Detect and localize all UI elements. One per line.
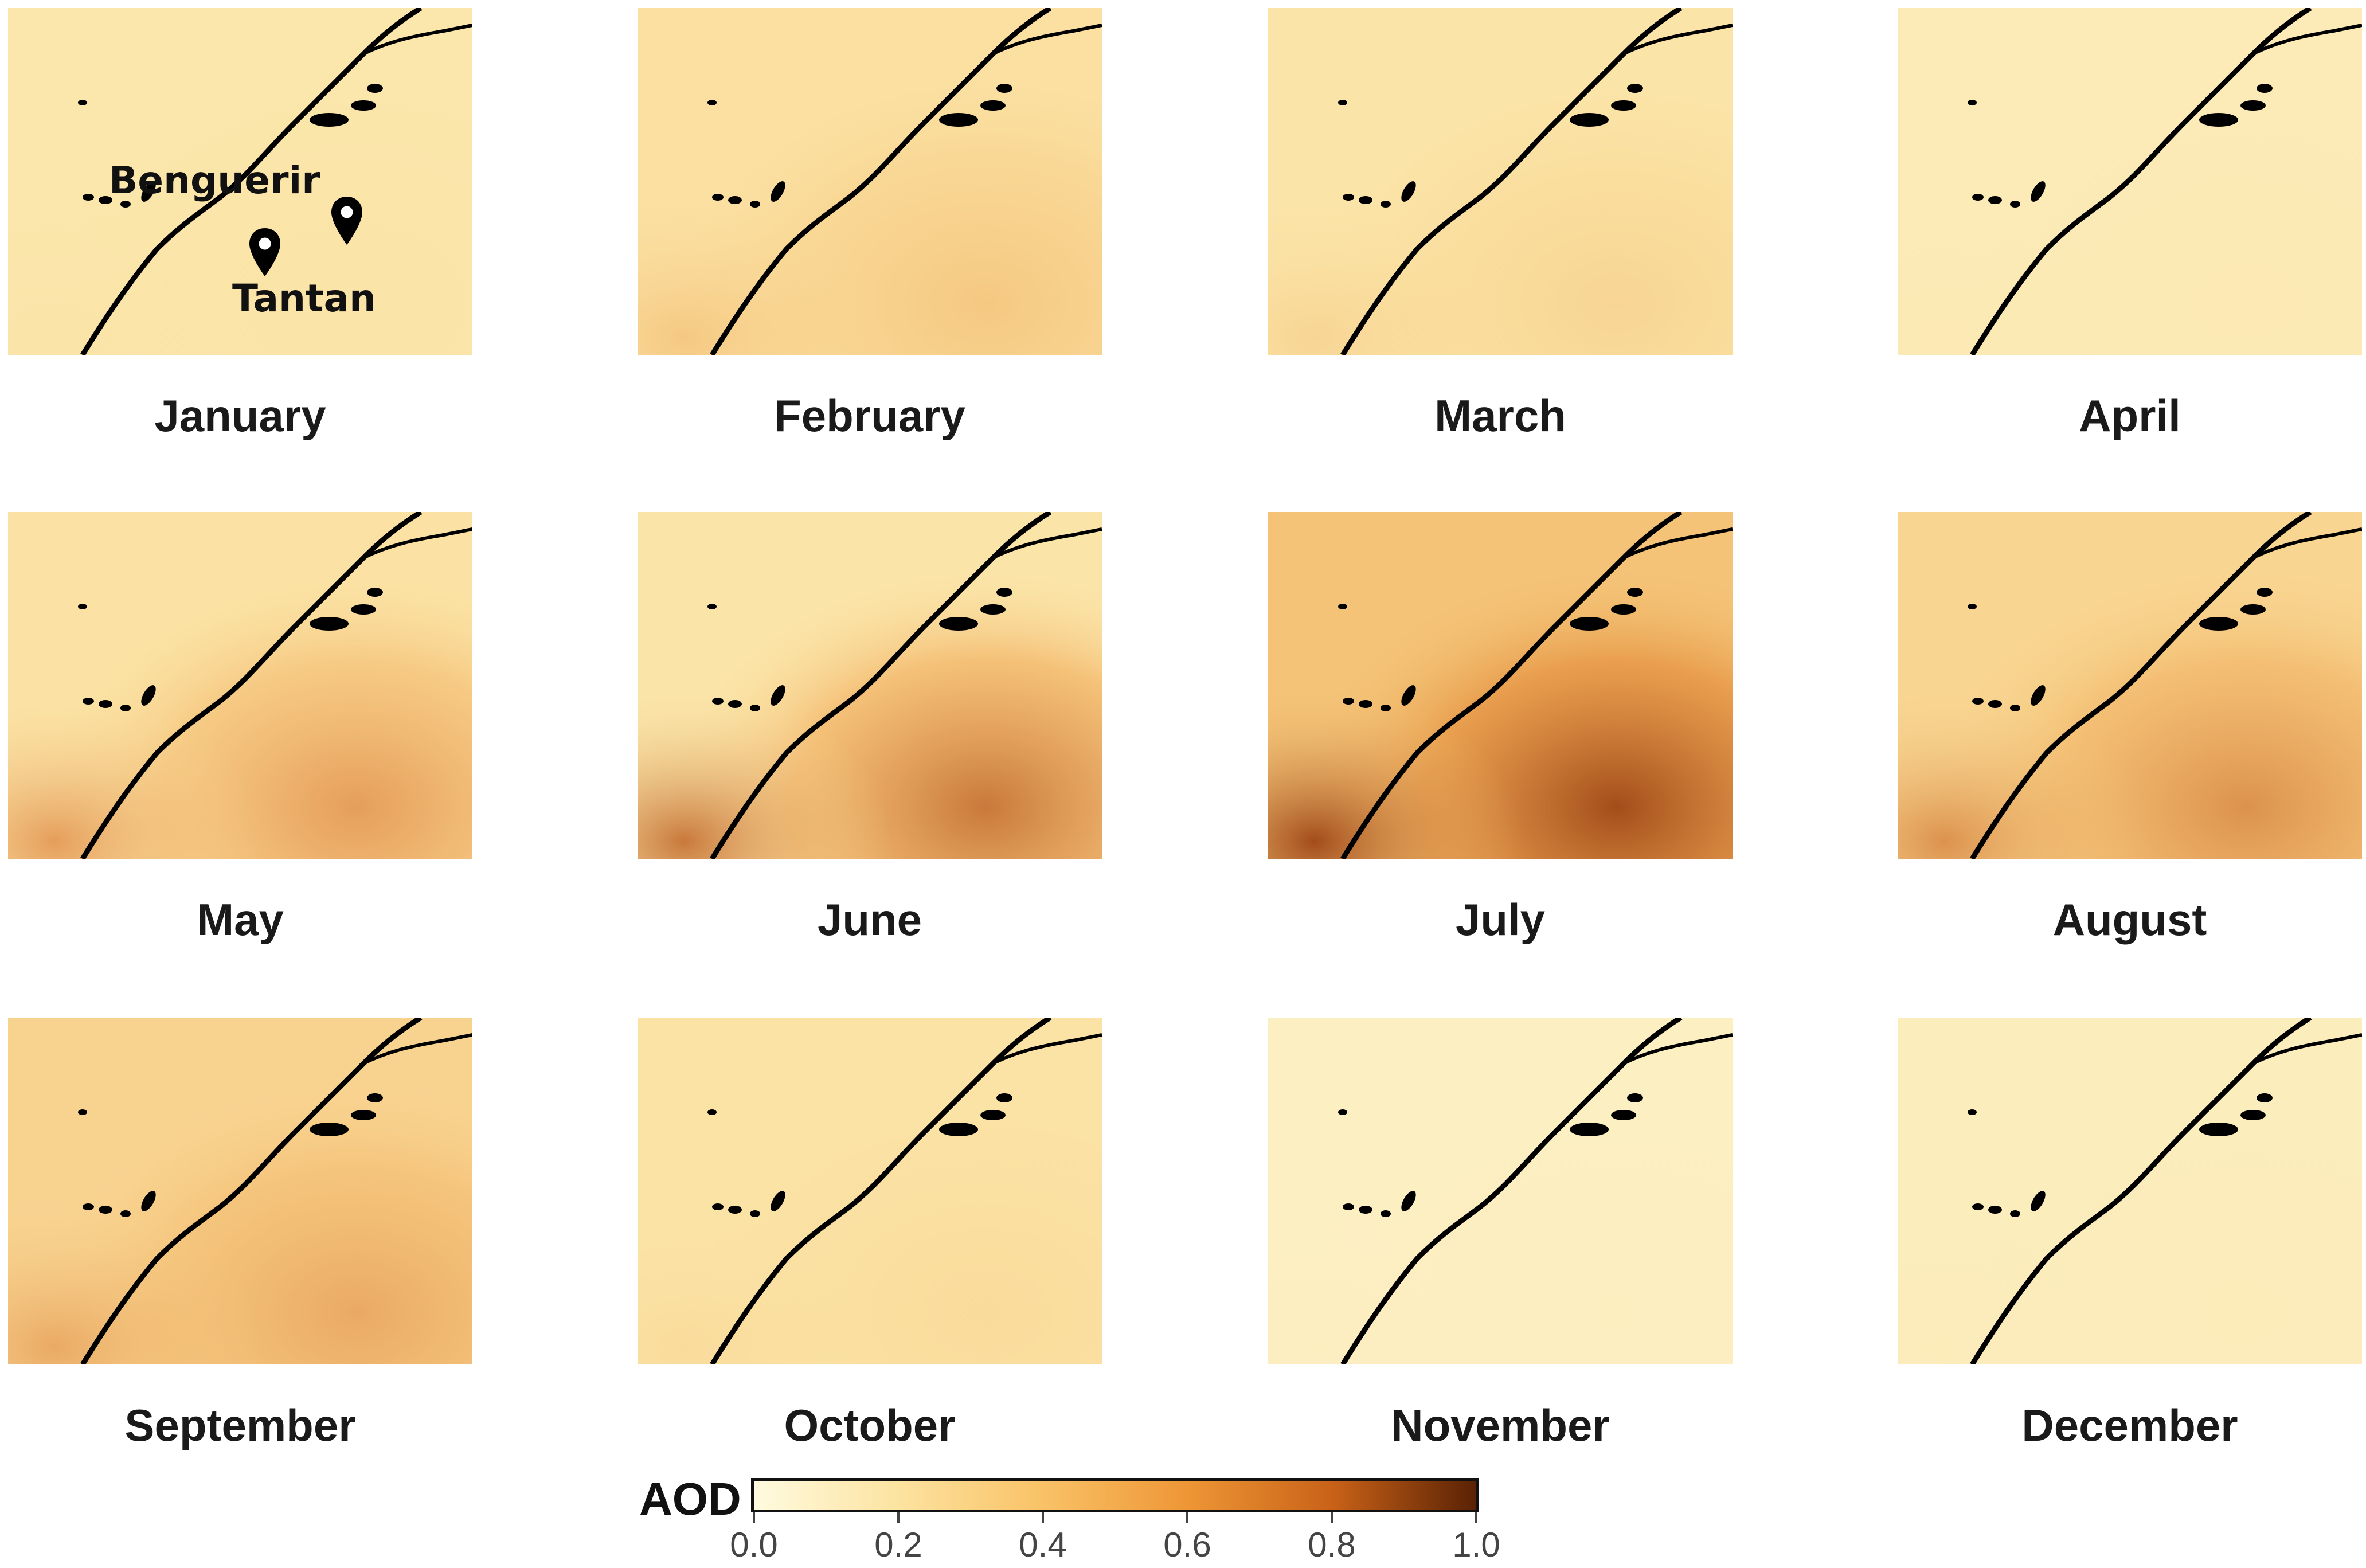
legend-tick-mark <box>1186 1512 1188 1523</box>
legend-tick-mark <box>753 1512 755 1523</box>
legend-tick-label: 0.6 <box>1163 1526 1211 1564</box>
aod-map-panel <box>1268 8 1733 355</box>
month-label: October <box>784 1400 956 1450</box>
month-label: February <box>774 390 965 441</box>
legend-tick-mark <box>1331 1512 1333 1523</box>
aod-map-panel <box>8 1018 472 1364</box>
aod-map-panel <box>638 1018 1102 1364</box>
legend-title: AOD <box>639 1473 741 1524</box>
legend-tick-label: 0.0 <box>730 1526 778 1564</box>
legend-tick-mark <box>1042 1512 1044 1523</box>
month-label: November <box>1391 1400 1610 1450</box>
month-label: December <box>2021 1400 2238 1450</box>
month-label: May <box>197 894 284 945</box>
legend-tick-mark <box>1475 1512 1477 1523</box>
legend-tick-label: 0.2 <box>874 1526 922 1564</box>
month-label: March <box>1434 390 1566 441</box>
aod-map-panel <box>1898 512 2362 859</box>
aod-map-panel <box>638 512 1102 859</box>
aod-map-panel <box>8 8 472 355</box>
month-label: September <box>124 1400 356 1450</box>
legend-tick-label: 1.0 <box>1452 1526 1500 1564</box>
month-label: April <box>2079 390 2181 441</box>
month-label: January <box>154 390 326 441</box>
aod-map-panel <box>638 8 1102 355</box>
aod-map-panel <box>1268 512 1733 859</box>
legend-tick-label: 0.8 <box>1308 1526 1356 1564</box>
legend-tick-label: 0.4 <box>1019 1526 1067 1564</box>
aod-map-panel <box>8 512 472 859</box>
place-label-tantan: Tantan <box>232 276 377 320</box>
location-pin-icon <box>249 228 280 276</box>
month-label: August <box>2052 894 2207 945</box>
aod-colorbar <box>751 1478 1479 1512</box>
legend-tick-mark <box>897 1512 900 1523</box>
place-label-benguerir: Benguerir <box>109 158 320 202</box>
location-pin-icon <box>331 197 362 245</box>
aod-map-panel <box>1898 8 2362 355</box>
aod-map-panel <box>1268 1018 1733 1364</box>
month-label: July <box>1455 894 1546 945</box>
month-label: June <box>817 894 922 945</box>
aod-map-panel <box>1898 1018 2362 1364</box>
